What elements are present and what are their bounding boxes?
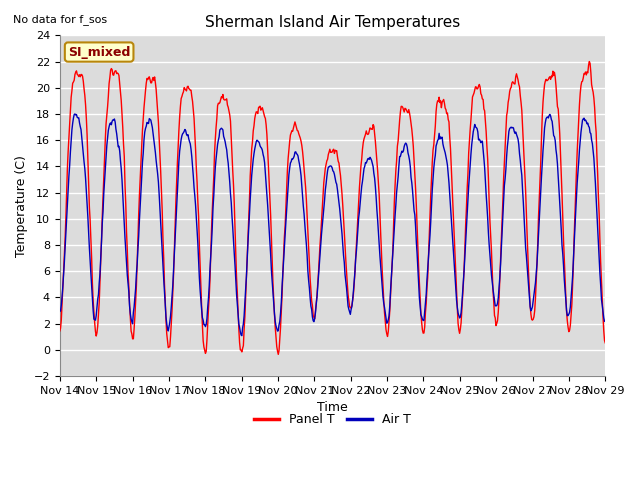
Air T [238, 333, 246, 338]
Air T [123, 261, 131, 267]
Text: No data for f_sos: No data for f_sos [13, 14, 107, 25]
Panel T [602, 340, 609, 346]
Panel T [177, 96, 185, 101]
Panel T [275, 351, 282, 357]
Panel T [56, 328, 63, 334]
Panel T [206, 277, 214, 283]
Air T [56, 309, 63, 314]
Panel T [415, 281, 423, 287]
Title: Sherman Island Air Temperatures: Sherman Island Air Temperatures [205, 15, 460, 30]
Line: Air T: Air T [60, 114, 605, 336]
Y-axis label: Temperature (C): Temperature (C) [15, 155, 28, 257]
Panel T [399, 107, 407, 112]
Panel T [122, 202, 130, 207]
X-axis label: Time: Time [317, 401, 348, 414]
Legend: Panel T, Air T: Panel T, Air T [249, 408, 416, 431]
Line: Panel T: Panel T [60, 61, 605, 354]
Panel T [66, 121, 74, 127]
Text: SI_mixed: SI_mixed [68, 46, 131, 59]
Air T [416, 303, 424, 309]
Air T [178, 133, 186, 139]
Air T [602, 319, 609, 324]
Air T [207, 253, 214, 259]
Air T [401, 144, 408, 149]
Air T [71, 111, 79, 117]
Air T [66, 163, 74, 168]
Panel T [586, 59, 593, 64]
